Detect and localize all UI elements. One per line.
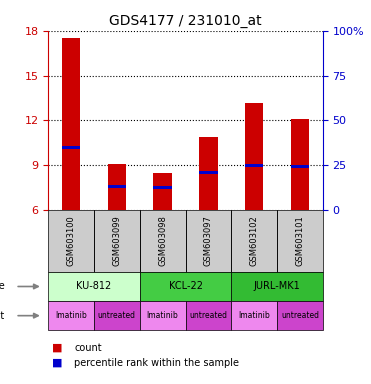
Text: GSM603100: GSM603100 (67, 216, 76, 266)
FancyBboxPatch shape (277, 301, 323, 330)
FancyBboxPatch shape (140, 301, 186, 330)
FancyBboxPatch shape (231, 272, 323, 301)
FancyBboxPatch shape (48, 301, 94, 330)
Bar (199, 171, 217, 174)
Bar (245, 103, 263, 210)
Bar (245, 164, 263, 167)
Bar (154, 173, 172, 210)
Text: GSM603099: GSM603099 (112, 216, 121, 266)
Text: KCL-22: KCL-22 (168, 281, 203, 291)
FancyBboxPatch shape (140, 272, 231, 301)
FancyBboxPatch shape (231, 210, 277, 272)
FancyBboxPatch shape (231, 301, 277, 330)
Bar (291, 119, 309, 210)
FancyBboxPatch shape (140, 210, 186, 272)
Text: percentile rank within the sample: percentile rank within the sample (74, 358, 239, 368)
Text: ■: ■ (52, 358, 62, 368)
Title: GDS4177 / 231010_at: GDS4177 / 231010_at (109, 14, 262, 28)
Text: GSM603101: GSM603101 (295, 216, 304, 266)
Bar (108, 164, 126, 210)
Bar (291, 165, 309, 169)
Text: cell line: cell line (0, 281, 4, 291)
Text: JURL-MK1: JURL-MK1 (254, 281, 301, 291)
Text: untreated: untreated (281, 311, 319, 320)
FancyBboxPatch shape (277, 210, 323, 272)
Bar (62, 146, 80, 149)
Text: ■: ■ (52, 343, 62, 353)
Text: GSM603097: GSM603097 (204, 216, 213, 266)
Bar (199, 137, 217, 210)
Text: untreated: untreated (98, 311, 136, 320)
Text: GSM603102: GSM603102 (250, 216, 259, 266)
FancyBboxPatch shape (48, 272, 140, 301)
FancyBboxPatch shape (94, 210, 140, 272)
Bar (154, 186, 172, 189)
FancyBboxPatch shape (48, 210, 94, 272)
FancyBboxPatch shape (94, 301, 140, 330)
Text: GSM603098: GSM603098 (158, 216, 167, 266)
Text: untreated: untreated (189, 311, 227, 320)
Text: agent: agent (0, 311, 4, 321)
Text: count: count (74, 343, 102, 353)
FancyBboxPatch shape (186, 301, 231, 330)
Text: Imatinib: Imatinib (55, 311, 87, 320)
Bar (62, 38, 80, 210)
FancyBboxPatch shape (186, 210, 231, 272)
Text: Imatinib: Imatinib (147, 311, 178, 320)
Bar (108, 185, 126, 188)
Text: KU-812: KU-812 (76, 281, 112, 291)
Text: Imatinib: Imatinib (238, 311, 270, 320)
